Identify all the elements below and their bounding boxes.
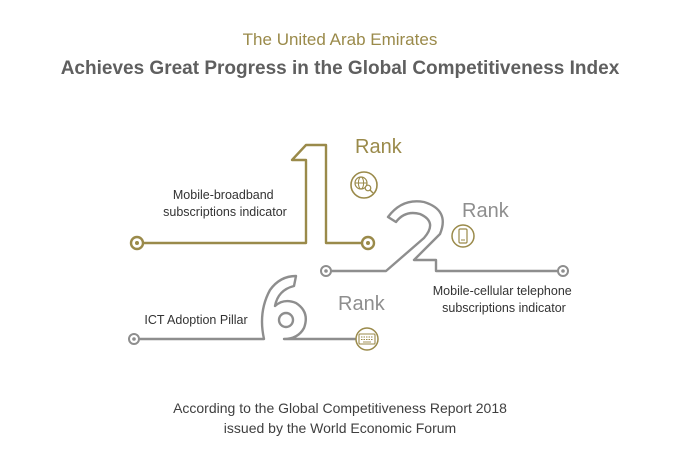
source-note-line2: issued by the World Economic Forum xyxy=(223,420,457,436)
keyboard-icon xyxy=(355,327,379,351)
svg-text:Mobile-cellular telephone: Mobile-cellular telephone subscriptions … xyxy=(433,284,575,315)
rank-6-label: Rank xyxy=(338,293,386,315)
rank-2-indicator-line1: Mobile-cellular telephone xyxy=(433,284,572,298)
rank-2-outline xyxy=(326,200,563,273)
rank-1-indicator-line1: Mobile-broadband xyxy=(173,188,274,202)
source-note: According to the Global Competitiveness … xyxy=(0,398,680,438)
rank-6-indicator-line1: ICT Adoption Pillar xyxy=(144,313,247,327)
svg-text:Mobile-broadband subscri: Mobile-broadband subscriptions indicator xyxy=(163,188,287,219)
page-subtitle: Achieves Great Progress in the Global Co… xyxy=(60,58,620,79)
rank-6-outline xyxy=(134,274,358,341)
source-note-line1: According to the Global Competitiveness … xyxy=(173,400,507,416)
rank-1-label: Rank xyxy=(355,136,403,158)
globe-search-icon xyxy=(350,171,378,199)
rank-2-indicator-line2: subscriptions indicator xyxy=(442,301,566,315)
rank-2-group: Rank Mobile-cellular telephone subscript… xyxy=(320,200,575,315)
rank-6-group: Rank ICT Adoption Pillar xyxy=(128,274,386,351)
rank-2-label: Rank xyxy=(462,200,510,222)
page-title: The United Arab Emirates xyxy=(242,30,438,49)
rank-1-indicator-line2: subscriptions indicator xyxy=(163,205,287,219)
rank-1-group: Rank Mobile-broadband subscriptions indi… xyxy=(129,136,403,251)
mobile-phone-icon xyxy=(451,224,475,248)
rank-1-outline xyxy=(137,143,368,245)
